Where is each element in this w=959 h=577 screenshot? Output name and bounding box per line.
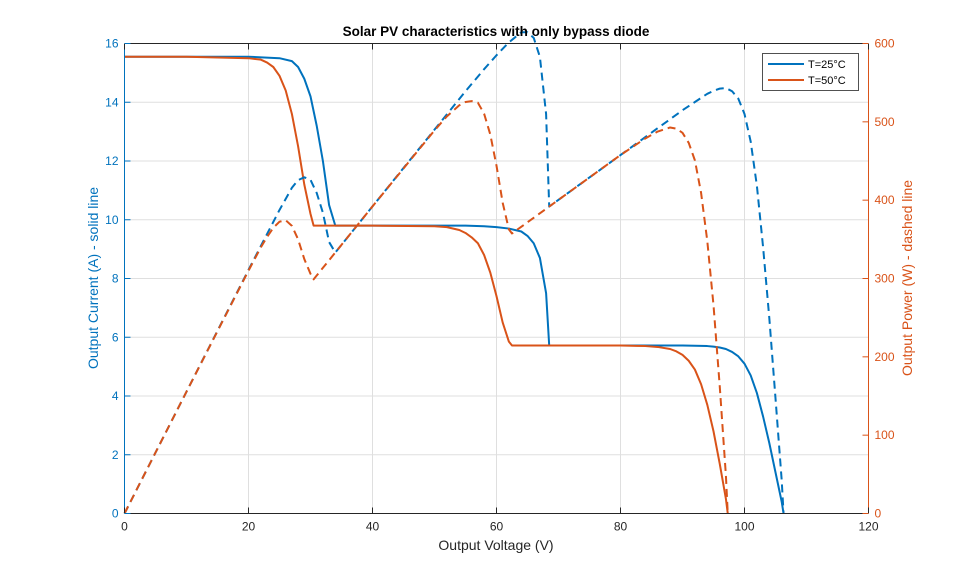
right-y-tick-label: 500 (875, 115, 895, 129)
x-tick-label: 0 (121, 520, 128, 534)
left-y-tick-label: 0 (112, 507, 119, 521)
right-y-axis-label: Output Power (W) - dashed line (899, 180, 915, 376)
left-y-tick-label: 8 (112, 272, 119, 286)
left-y-axis-label: Output Current (A) - solid line (85, 187, 101, 369)
left-y-tick-label: 12 (105, 154, 119, 168)
right-y-tick-label: 200 (875, 350, 895, 364)
legend-label-t25: T=25°C (808, 59, 846, 71)
right-y-tick-label: 300 (875, 272, 895, 286)
left-y-tick-label: 4 (112, 389, 119, 403)
left-y-tick-label: 6 (112, 330, 119, 344)
left-y-tick-label: 2 (112, 448, 119, 462)
x-tick-label: 100 (734, 520, 754, 534)
legend: T=25°C T=50°C (762, 53, 859, 91)
chart-title: Solar PV characteristics with only bypas… (343, 24, 650, 39)
x-tick-label: 80 (614, 520, 628, 534)
x-tick-label: 40 (366, 520, 380, 534)
power-curve-3 (123, 100, 729, 514)
x-axis-label: Output Voltage (V) (438, 537, 553, 553)
x-tick-label: 120 (858, 520, 878, 534)
current-curve-1 (124, 55, 729, 514)
right-y-tick-label: 100 (875, 428, 895, 442)
power-curve-2 (123, 31, 785, 514)
left-y-tick-label: 14 (105, 95, 119, 109)
legend-box (762, 53, 859, 91)
right-y-tick-label: 400 (875, 193, 895, 207)
left-y-tick-label: 10 (105, 213, 119, 227)
series-lines (123, 31, 785, 514)
legend-label-t50: T=50°C (808, 75, 846, 87)
right-y-tick-label: 600 (875, 37, 895, 51)
right-y-tick-label: 0 (875, 507, 882, 521)
x-tick-label: 20 (242, 520, 256, 534)
axes: 0 20 40 60 80 100 1200246810121416010020030040… (105, 37, 895, 534)
x-tick-label: 60 (490, 520, 504, 534)
left-y-tick-label: 16 (105, 37, 119, 51)
current-curve-0 (124, 55, 785, 514)
